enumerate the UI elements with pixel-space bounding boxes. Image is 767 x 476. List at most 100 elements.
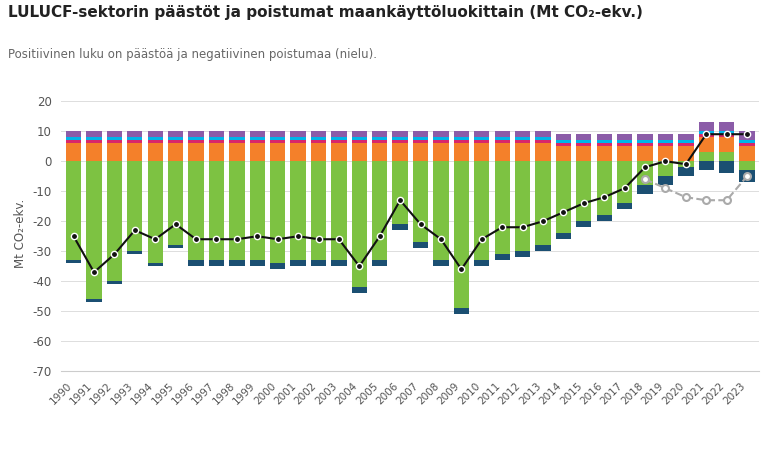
Bar (291, 131, 306, 137)
Bar (189, 137, 204, 140)
Bar (617, 146, 632, 161)
Bar (66, 143, 81, 161)
Bar (87, 299, 102, 302)
Bar (474, 131, 489, 137)
Bar (556, 143, 571, 146)
Bar (576, 221, 591, 227)
Bar (576, 161, 591, 221)
Bar (270, 143, 285, 161)
Bar (107, 137, 122, 140)
Bar (66, 260, 81, 263)
Bar (291, 260, 306, 266)
Bar (719, 131, 734, 134)
Bar (739, 143, 755, 146)
Bar (372, 143, 387, 161)
Bar (249, 143, 265, 161)
Bar (270, 140, 285, 143)
Bar (107, 140, 122, 143)
Bar (515, 131, 530, 137)
Bar (189, 131, 204, 137)
Bar (270, 161, 285, 263)
Bar (249, 161, 265, 260)
Bar (107, 143, 122, 161)
Bar (270, 263, 285, 269)
Bar (474, 140, 489, 143)
Bar (168, 140, 183, 143)
Bar (189, 161, 204, 260)
Bar (556, 233, 571, 239)
Bar (127, 251, 143, 254)
Bar (413, 143, 428, 161)
Bar (147, 263, 163, 266)
Bar (454, 161, 469, 308)
Bar (331, 140, 347, 143)
Bar (535, 161, 551, 245)
Bar (495, 143, 510, 161)
Bar (719, 122, 734, 131)
Bar (229, 260, 245, 266)
Bar (372, 137, 387, 140)
Bar (556, 134, 571, 140)
Bar (229, 137, 245, 140)
Bar (474, 161, 489, 260)
Bar (678, 167, 693, 176)
Bar (311, 131, 326, 137)
Bar (229, 143, 245, 161)
Bar (719, 152, 734, 161)
Bar (515, 137, 530, 140)
Bar (393, 131, 408, 137)
Bar (352, 287, 367, 293)
Bar (229, 140, 245, 143)
Bar (87, 131, 102, 137)
Bar (454, 131, 469, 137)
Bar (147, 143, 163, 161)
Bar (515, 161, 530, 251)
Bar (535, 131, 551, 137)
Bar (393, 224, 408, 230)
Bar (66, 140, 81, 143)
Bar (597, 134, 612, 140)
Bar (433, 137, 449, 140)
Bar (352, 131, 367, 137)
Bar (556, 161, 571, 233)
Bar (168, 131, 183, 137)
Bar (189, 260, 204, 266)
Bar (637, 134, 653, 140)
Bar (168, 137, 183, 140)
Bar (107, 131, 122, 137)
Bar (229, 161, 245, 260)
Bar (658, 134, 673, 140)
Bar (311, 137, 326, 140)
Bar (352, 143, 367, 161)
Bar (515, 251, 530, 257)
Y-axis label: Mt CO₂-ekv.: Mt CO₂-ekv. (14, 198, 27, 268)
Bar (576, 143, 591, 146)
Bar (739, 170, 755, 182)
Bar (617, 140, 632, 143)
Bar (127, 140, 143, 143)
Bar (658, 176, 673, 185)
Bar (678, 161, 693, 167)
Bar (331, 131, 347, 137)
Bar (474, 260, 489, 266)
Bar (249, 260, 265, 266)
Bar (495, 131, 510, 137)
Bar (597, 140, 612, 143)
Bar (393, 140, 408, 143)
Bar (535, 140, 551, 143)
Bar (454, 143, 469, 161)
Bar (393, 137, 408, 140)
Bar (147, 137, 163, 140)
Bar (147, 161, 163, 263)
Bar (107, 161, 122, 281)
Bar (413, 140, 428, 143)
Bar (474, 143, 489, 161)
Bar (393, 161, 408, 224)
Bar (127, 131, 143, 137)
Bar (658, 161, 673, 176)
Bar (576, 134, 591, 140)
Bar (678, 143, 693, 146)
Bar (637, 185, 653, 194)
Bar (637, 140, 653, 143)
Bar (576, 146, 591, 161)
